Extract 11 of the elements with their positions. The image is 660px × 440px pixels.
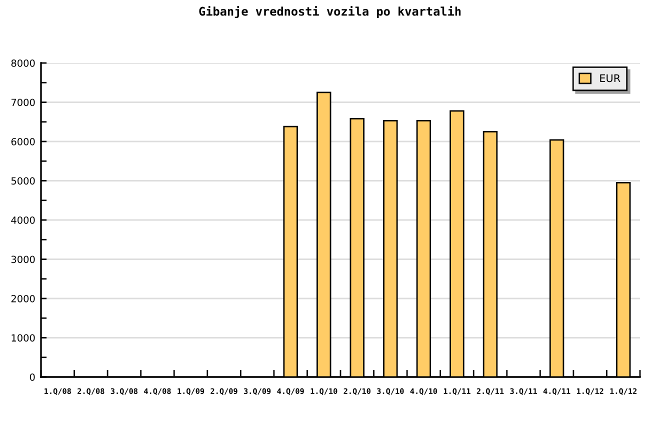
- y-tick-label: 1000: [12, 334, 35, 342]
- y-tick-label: 5000: [11, 177, 35, 185]
- y-tick-label: 3000: [11, 256, 35, 264]
- y-tick-label: 7000: [12, 98, 35, 106]
- legend-label: EUR: [600, 74, 620, 82]
- y-tick-label: 8000: [11, 59, 35, 67]
- y-tick-label: 4000: [11, 216, 35, 224]
- y-tick-label: 0: [30, 373, 35, 381]
- chart-title: Gibanje vrednosti vozila po kvartalih: [199, 6, 461, 18]
- y-tick-label: 2000: [11, 294, 35, 302]
- y-tick-label: 6000: [11, 138, 35, 146]
